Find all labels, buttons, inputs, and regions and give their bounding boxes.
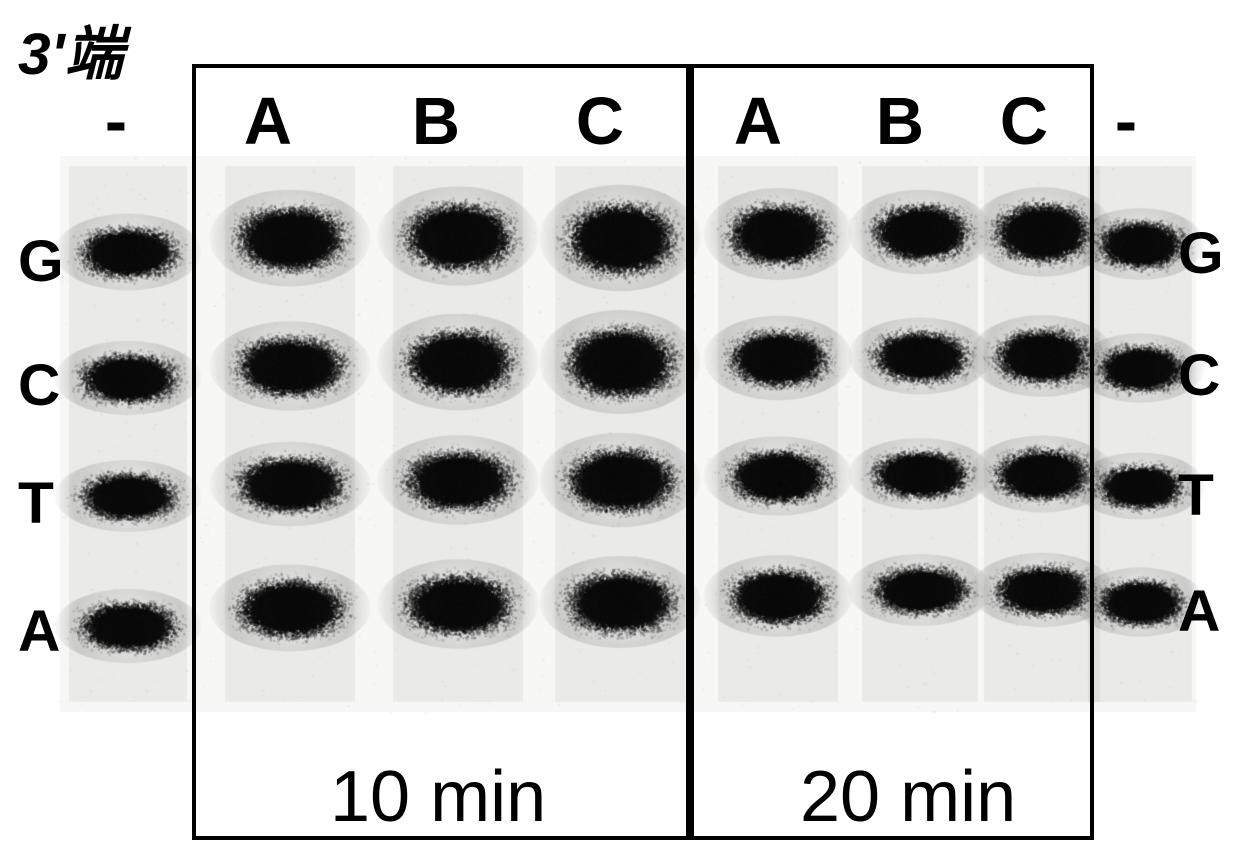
time-label-10min: 10 min	[330, 756, 546, 838]
band-label-right-c: C	[1178, 342, 1220, 409]
lane-header-a-20: A	[718, 84, 798, 160]
band-label-left-g: G	[18, 228, 64, 295]
lane-header-c-20: C	[984, 84, 1064, 160]
lane-header-ctrl-right: -	[1086, 84, 1166, 160]
band-label-right-g: G	[1178, 220, 1224, 287]
time-label-20min: 20 min	[800, 756, 1016, 838]
band-label-left-c: C	[18, 352, 60, 419]
lane-header-a-10: A	[228, 84, 308, 160]
lane-header-ctrl-left: -	[76, 84, 156, 160]
lane-header-b-20: B	[860, 84, 940, 160]
band-label-right-a: A	[1178, 578, 1220, 645]
band-label-left-a: A	[18, 598, 60, 665]
lane-header-b-10: B	[396, 84, 476, 160]
panel-20min	[690, 64, 1094, 840]
band-label-right-t: T	[1178, 462, 1214, 529]
three-prime-end-label: 3'端	[18, 6, 123, 91]
band-label-left-t: T	[18, 470, 54, 537]
lane-header-c-10: C	[560, 84, 640, 160]
panel-10min	[192, 64, 690, 840]
gel-figure: 3'端 G C T A G C T A - A B C A B C - 10 m…	[0, 0, 1240, 860]
